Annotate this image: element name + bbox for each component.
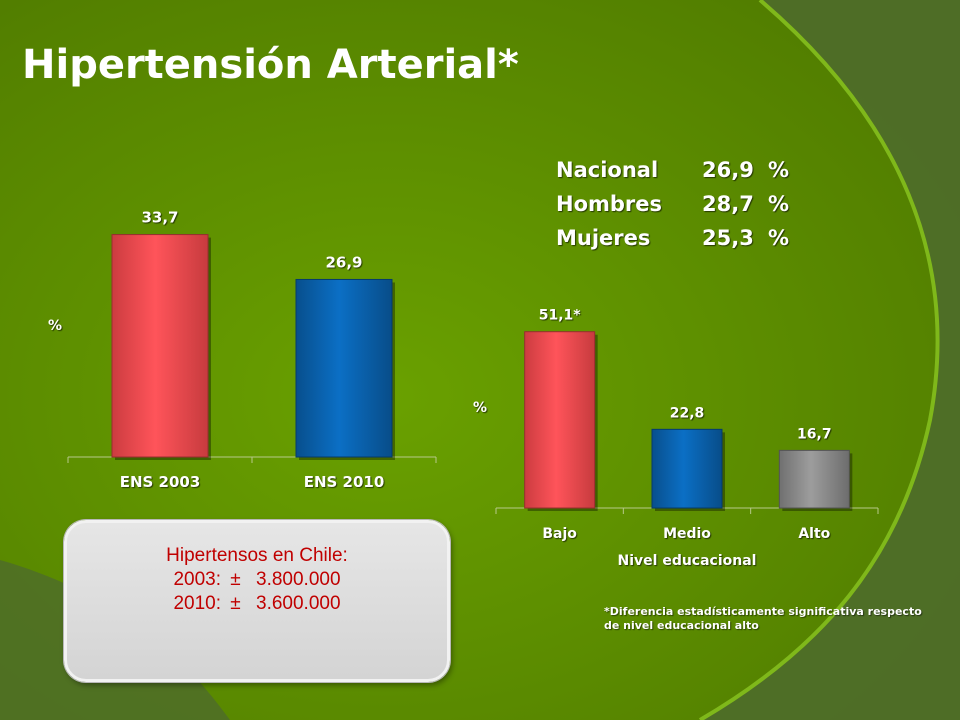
category-label: ENS 2003 [120,473,201,491]
category-label: Medio [663,526,711,542]
data-label: 33,7 [141,209,178,227]
stat-label: Mujeres [556,226,651,250]
category-label: ENS 2010 [304,473,385,491]
data-label: 51,1* [539,308,582,324]
stat-unit: % [768,226,790,250]
stat-value: 25,3 [702,226,754,250]
stat-row-nacional: Nacional 26,9 % [556,158,796,192]
stat-unit: % [768,192,790,216]
box-year: 2010: [173,593,221,614]
data-label: 22,8 [670,405,705,421]
footnote: *Diferencia estadísticamente significati… [604,605,922,632]
stat-value: 26,9 [702,158,754,182]
stats-table: Nacional 26,9 % Hombres 28,7 % Mujeres 2… [556,158,796,260]
stat-unit: % [768,158,790,182]
box-year: 2003: [173,569,221,590]
page-title: Hipertensión Arterial* [22,42,519,88]
bar [524,331,596,509]
stat-value: 28,7 [702,192,754,216]
bar [778,449,850,509]
plus-minus-icon: ± [230,593,241,614]
data-label: 26,9 [325,253,362,271]
y-axis-label: % [473,400,487,416]
hypertensives-box: Hipertensos en Chile: 2003: ± 3.800.000 … [64,520,450,682]
bar [111,234,209,458]
stat-label: Nacional [556,158,659,182]
category-label: Alto [798,526,830,542]
stat-label: Hombres [556,192,663,216]
plus-minus-icon: ± [230,569,241,590]
category-label: Bajo [542,526,577,542]
box-line-2010: 2010: ± 3.600.000 [67,593,447,615]
stat-row-mujeres: Mujeres 25,3 % [556,226,796,260]
box-value: 3.600.000 [256,593,341,614]
bar [295,278,393,458]
y-axis-label: % [48,318,62,334]
box-value: 3.800.000 [256,569,341,590]
box-line-2003: 2003: ± 3.800.000 [67,569,447,591]
x-axis-label: Nivel educacional [618,553,757,569]
stat-row-hombres: Hombres 28,7 % [556,192,796,226]
box-title: Hipertensos en Chile: [166,545,348,566]
data-label: 16,7 [797,426,832,442]
bar [651,428,723,509]
